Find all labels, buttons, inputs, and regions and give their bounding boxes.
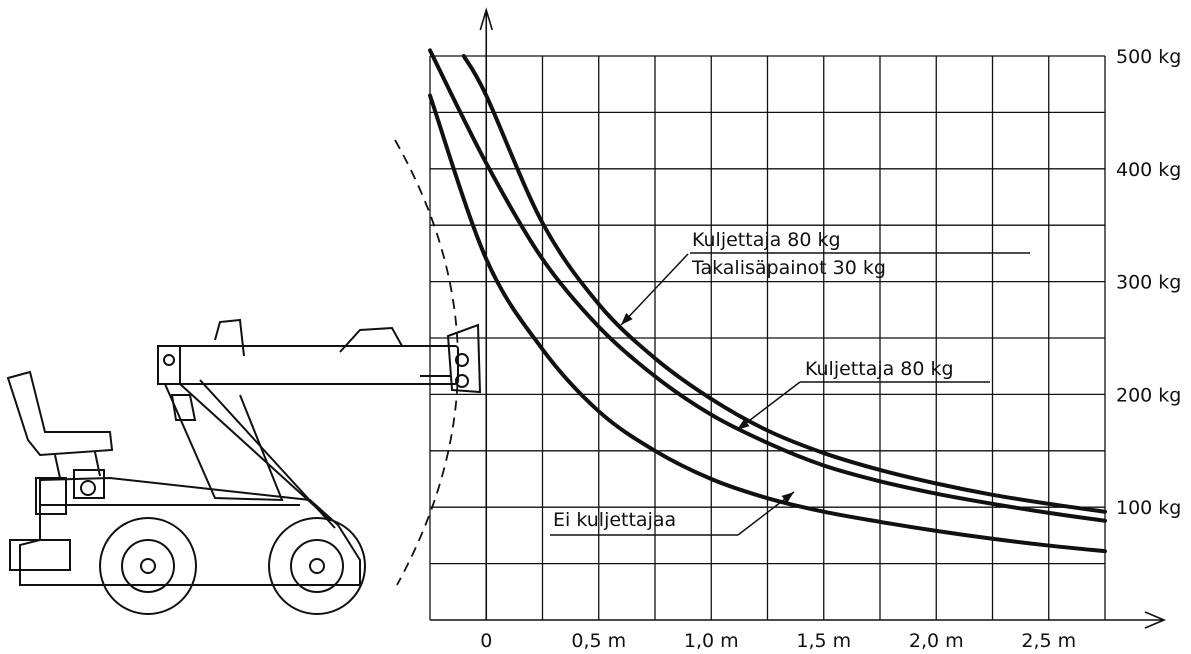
seat (6, 370, 114, 457)
x-axis-arrow (1144, 611, 1167, 629)
y-tick-label-2: 300 kg (1116, 272, 1181, 294)
y-tick-label-4: 500 kg (1116, 46, 1181, 68)
annotation-arrowhead-3 (781, 492, 794, 503)
x-tick-labels: 0 0,5 m 1,0 m 1,5 m 2,0 m 2,5 m (480, 630, 1076, 652)
x-tick-label-3: 1,5 m (796, 630, 851, 652)
y-tick-label-3: 400 kg (1116, 159, 1181, 181)
annotation-arrowhead-1 (621, 313, 633, 325)
x-tick-label-2: 1,0 m (684, 630, 739, 652)
x-tick-label-4: 2,0 m (909, 630, 964, 652)
x-tick-label-0: 0 (480, 630, 492, 652)
x-tick-label-1: 0,5 m (571, 630, 626, 652)
y-tick-labels: 100 kg 200 kg 300 kg 400 kg 500 kg (1116, 46, 1181, 519)
curve-annotations: Kuljettaja 80 kg Takalisäpainot 30 kg Kulj… (550, 229, 1030, 536)
annotation-leader-1 (620, 253, 689, 326)
x-tick-label-5: 2,5 m (1021, 630, 1076, 652)
chart-axes (430, 7, 1167, 629)
y-tick-label-0: 100 kg (1116, 497, 1181, 519)
loader-illustration (6, 139, 482, 615)
load-curve-2 (461, 54, 1107, 514)
annotation-1: Takalisäpainot 30 kg (691, 257, 886, 279)
boom-arm (157, 345, 459, 385)
chart-grid (429, 55, 1106, 620)
chassis (19, 476, 361, 586)
annotation-0: Kuljettaja 80 kg (692, 229, 841, 251)
load-curve-1 (428, 48, 1107, 523)
annotation-2: Kuljettaja 80 kg (805, 358, 954, 380)
load-curves (428, 48, 1107, 554)
annotation-leader-2 (736, 381, 801, 431)
annotation-arrowhead-2 (737, 419, 750, 430)
y-tick-label-1: 200 kg (1116, 384, 1181, 406)
load-curve-0 (428, 93, 1107, 554)
attachment-plate (446, 323, 482, 394)
rear-wheel (268, 517, 366, 615)
y-axis-arrow (479, 7, 494, 31)
front-wheel (99, 517, 197, 615)
annotation-3: Ei kuljettajaa (553, 509, 676, 531)
reach-arc (394, 139, 459, 586)
lift-frame (164, 383, 284, 502)
